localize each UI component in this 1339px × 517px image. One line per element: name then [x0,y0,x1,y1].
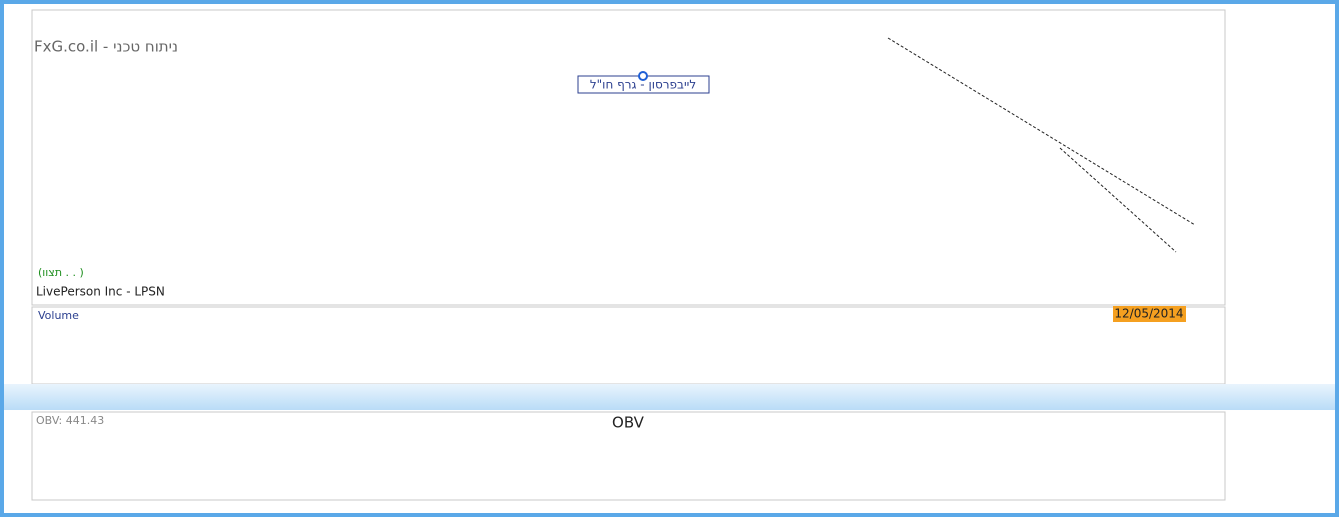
symbol: LivePerson Inc - LPSN [36,285,165,299]
title-handle [638,71,648,81]
obv-panel [31,411,1226,501]
trend-line [1059,147,1177,253]
chart-title: לייבפרסון - גרף חו"ל [590,78,696,92]
x-axis-band [4,384,1335,410]
site-title: FxG.co.il - ניתוח טכני [34,38,178,56]
obv-legend: OBV: 441.43 [36,414,104,427]
date-label: 12/05/2014 [1114,307,1183,321]
price-panel [31,9,1226,306]
obv-title: OBV [612,414,645,432]
note: (תצוו . . ) [38,266,84,279]
volume-title: Volume [38,309,79,322]
date-box [1113,306,1186,322]
